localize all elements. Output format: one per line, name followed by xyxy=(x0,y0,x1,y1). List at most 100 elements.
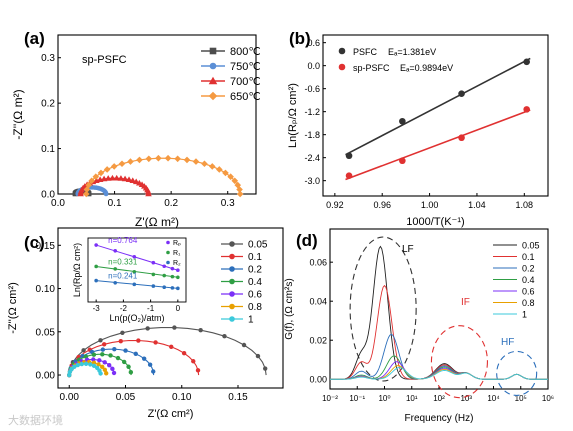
a-data-point xyxy=(125,176,133,182)
a-data-point xyxy=(88,177,95,185)
c-inset-slope-label: n=0.241 xyxy=(108,272,138,281)
b-fit-line xyxy=(345,109,531,181)
d-y-tick-label: 0.04 xyxy=(309,297,327,307)
b-y-tick-label: -0.6 xyxy=(304,84,320,94)
a-legend-marker xyxy=(209,47,217,55)
c-data-point xyxy=(120,330,125,335)
b-y-tick-label: -2.4 xyxy=(304,153,320,163)
a-data-point xyxy=(127,158,134,165)
panel-a: 0.0 0.1 0.2 0.3 0.0 0.1 0.2 0.3 (a) sp-PSFC Z'(Ω m… xyxy=(11,29,261,229)
c-data-point xyxy=(110,366,115,372)
d-x-tick-label: 10¹ xyxy=(406,394,418,403)
d-y-tick-label: 0.00 xyxy=(309,375,327,385)
c-inset-frame xyxy=(87,237,187,303)
c-x-tick-label: 0.00 xyxy=(60,392,80,403)
c-inset-legend-marker xyxy=(166,260,170,265)
c-inset-data-point xyxy=(151,284,156,288)
b-y-tick-label: 0.0 xyxy=(307,61,320,71)
c-inset-legend-label: R₁ xyxy=(173,250,181,257)
a-legend-label: 700℃ xyxy=(230,76,261,88)
c-legend-marker xyxy=(229,291,235,297)
a-data-point xyxy=(92,173,100,181)
d-legend-label: 0.4 xyxy=(522,275,535,285)
c-data-point xyxy=(91,363,97,369)
b-x-tick-label: 1.08 xyxy=(516,200,534,210)
d-x-tick-label: 10⁻¹ xyxy=(349,394,365,403)
c-inset-data-point xyxy=(176,268,180,273)
a-y-tick-label: 0.0 xyxy=(41,190,55,201)
c-legend-label: 0.1 xyxy=(248,252,262,263)
b-x-tick-label: 0.96 xyxy=(373,200,391,210)
a-y-tick-label: 0.2 xyxy=(41,99,55,110)
c-legend-marker xyxy=(229,253,235,260)
b-data-point xyxy=(399,157,406,165)
c-legend-label: 0.05 xyxy=(248,240,268,251)
d-annotation-hf: HF xyxy=(501,337,514,348)
d-x-tick-label: 10⁶ xyxy=(542,394,554,403)
b-legend-ea: Eₐ=1.381eV xyxy=(388,47,436,57)
b-data-point xyxy=(345,152,353,160)
c-inset-legend-label: Rₚ xyxy=(173,240,181,247)
a-data-point xyxy=(183,156,191,164)
c-inset-y-label: Ln(Rp/Ω cm²) xyxy=(72,243,82,297)
c-data-point xyxy=(91,352,97,357)
c-data-point xyxy=(72,364,77,370)
a-legend-label: 750℃ xyxy=(230,61,261,73)
c-series-line xyxy=(68,339,200,376)
a-data-point xyxy=(103,166,111,173)
a-legend-label: 650℃ xyxy=(230,91,261,103)
b-x-tick-label: 1.04 xyxy=(468,200,486,210)
c-y-tick-label: 0.05 xyxy=(36,327,56,338)
b-data-point xyxy=(523,106,530,113)
d-hf-region xyxy=(496,350,538,396)
a-data-point xyxy=(113,174,121,181)
c-y-tick-label: 0.10 xyxy=(36,284,56,295)
d-y-axis-label: G(f), (Ω cm²s) xyxy=(284,278,295,339)
c-data-point xyxy=(83,361,89,367)
c-data-point xyxy=(98,371,103,376)
a-data-point xyxy=(231,177,239,185)
a-legend-marker xyxy=(208,91,218,101)
c-data-point xyxy=(104,371,109,376)
a-x-tick-label: 0.3 xyxy=(221,198,235,209)
c-data-point xyxy=(111,370,117,376)
c-data-point xyxy=(107,363,112,368)
c-inset-data-point xyxy=(113,281,118,285)
c-x-axis-label: Z'(Ω cm²) xyxy=(148,408,194,420)
c-legend-marker xyxy=(229,316,235,322)
d-panel-label: (d) xyxy=(296,231,318,250)
d-annotation-if: IF xyxy=(461,297,470,308)
c-inset-legend-label: R₂ xyxy=(173,260,181,267)
c-inset-data-point xyxy=(113,249,118,253)
c-data-point xyxy=(100,364,105,370)
a-data-point xyxy=(145,190,152,197)
c-data-point xyxy=(100,347,106,352)
a-data-point xyxy=(192,158,200,165)
c-data-point xyxy=(97,358,102,363)
a-x-tick-label: 0.0 xyxy=(51,198,65,209)
a-x-axis-label: Z'(Ω m²) xyxy=(135,215,179,229)
c-data-point xyxy=(88,362,93,367)
a-data-point xyxy=(174,155,181,163)
c-inset-slope-label: n=0.764 xyxy=(108,236,138,245)
c-data-point xyxy=(102,367,108,373)
d-x-tick-label: 10² xyxy=(433,394,445,403)
c-data-point xyxy=(136,338,141,343)
c-data-point xyxy=(112,346,117,352)
c-data-point xyxy=(102,360,107,365)
c-inset-tick-label: -2 xyxy=(120,304,128,313)
a-data-point xyxy=(222,169,229,177)
c-y-tick-label: 0.15 xyxy=(36,241,56,252)
c-inset-legend-marker xyxy=(166,250,170,255)
a-legend-marker xyxy=(208,76,218,85)
c-data-point xyxy=(222,333,227,339)
d-series-line xyxy=(330,367,548,380)
a-data-point xyxy=(129,177,137,183)
b-x-tick-label: 0.92 xyxy=(326,200,344,210)
c-inset-tick-label: -1 xyxy=(147,304,155,313)
b-fit-line xyxy=(345,57,531,156)
c-data-point xyxy=(151,369,156,374)
a-legend-label: 800℃ xyxy=(230,46,261,58)
a-y-tick-label: 0.3 xyxy=(41,53,55,64)
c-inset-data-point xyxy=(151,260,156,265)
